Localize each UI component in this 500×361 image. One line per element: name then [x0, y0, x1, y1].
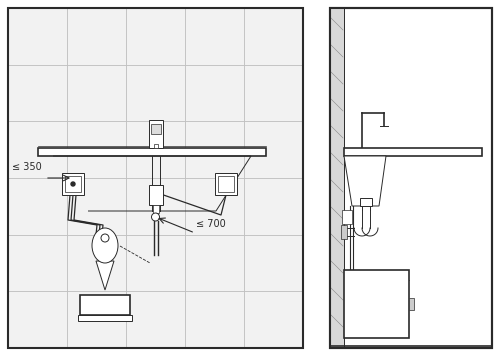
Bar: [185, 235, 244, 291]
Bar: [185, 291, 244, 348]
Bar: [62, 173, 84, 195]
Bar: [360, 198, 372, 206]
Bar: [244, 121, 303, 178]
Bar: [38, 148, 266, 156]
Bar: [330, 8, 492, 348]
Bar: [8, 235, 67, 291]
Bar: [152, 205, 158, 213]
Bar: [78, 315, 132, 321]
Circle shape: [101, 234, 109, 242]
Bar: [65, 176, 81, 192]
Bar: [344, 148, 482, 156]
Bar: [244, 65, 303, 121]
Bar: [126, 8, 185, 65]
Bar: [8, 65, 67, 121]
Bar: [409, 298, 414, 310]
Bar: [126, 291, 185, 348]
Bar: [342, 210, 352, 224]
Text: ≤ 350: ≤ 350: [12, 162, 42, 172]
Bar: [185, 178, 244, 235]
Bar: [80, 295, 130, 315]
Circle shape: [71, 182, 75, 186]
Bar: [67, 65, 126, 121]
Bar: [8, 178, 67, 235]
Bar: [185, 8, 244, 65]
Bar: [67, 8, 126, 65]
Polygon shape: [96, 261, 114, 290]
Bar: [244, 291, 303, 348]
Bar: [67, 291, 126, 348]
Bar: [344, 270, 409, 338]
Bar: [341, 225, 347, 239]
Bar: [67, 121, 126, 178]
Bar: [8, 8, 303, 348]
Bar: [8, 291, 67, 348]
Ellipse shape: [92, 228, 118, 263]
Bar: [8, 8, 67, 65]
Bar: [244, 8, 303, 65]
Bar: [218, 176, 234, 192]
Circle shape: [152, 213, 160, 221]
Bar: [126, 65, 185, 121]
Polygon shape: [344, 156, 386, 206]
Bar: [150, 124, 160, 134]
Bar: [148, 185, 162, 205]
Bar: [154, 144, 158, 148]
Bar: [215, 173, 237, 195]
Bar: [126, 121, 185, 178]
Bar: [148, 120, 162, 148]
Bar: [244, 178, 303, 235]
Bar: [244, 235, 303, 291]
Bar: [185, 65, 244, 121]
Bar: [8, 121, 67, 178]
Bar: [185, 121, 244, 178]
Bar: [67, 178, 126, 235]
Bar: [126, 235, 185, 291]
Bar: [330, 8, 344, 348]
Bar: [330, 8, 492, 348]
Text: ≤ 700: ≤ 700: [196, 219, 226, 229]
Bar: [126, 178, 185, 235]
Bar: [67, 235, 126, 291]
